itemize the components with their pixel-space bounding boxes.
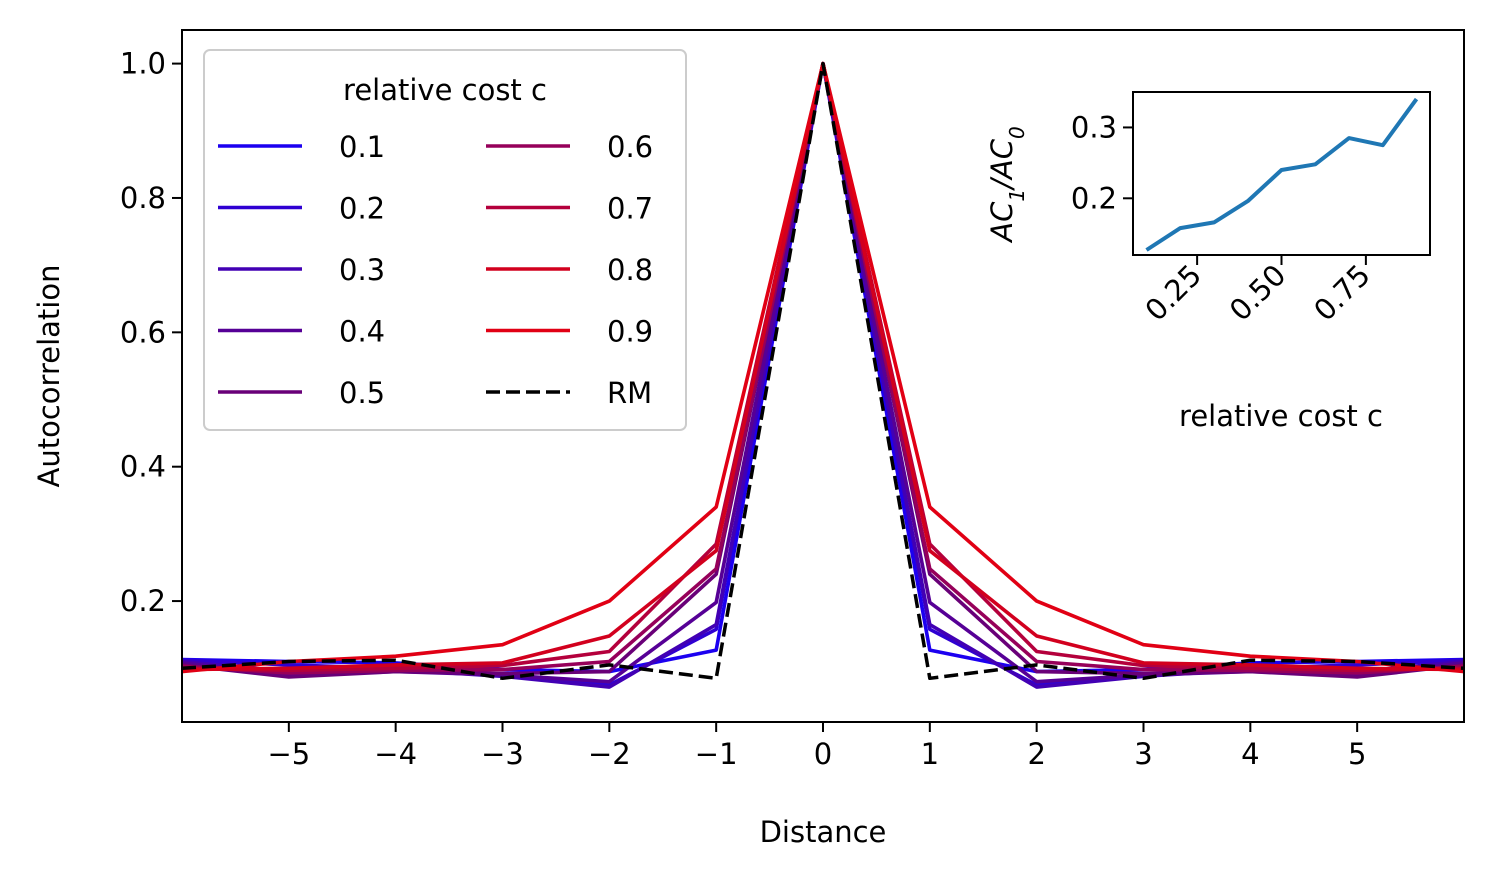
x-tick-label: −2 (588, 737, 631, 771)
x-tick-label: −3 (481, 737, 524, 771)
y-tick-label: 0.6 (120, 315, 166, 349)
x-tick-label: 0 (814, 737, 832, 771)
x-tick-label: −1 (695, 737, 738, 771)
x-tick-label: 2 (1027, 737, 1045, 771)
x-tick-label: 3 (1134, 737, 1152, 771)
main-axes-group: −5 −4 −3 −2 −1 0 1 2 3 4 5 0.2 0.4 0.6 0.8 1.0 (120, 47, 1367, 771)
legend-label: 0.4 (339, 315, 385, 349)
legend-box (203, 49, 687, 431)
main-plot-frame (181, 29, 1465, 723)
inset-y-tick-label: 0.3 (1071, 110, 1117, 144)
inset-x-axis-label: relative cost c (1179, 399, 1383, 433)
x-tick-label: −4 (374, 737, 417, 771)
legend-label: 0.7 (607, 192, 653, 226)
legend: relative cost c 0.1 0.2 0.3 0.4 0.5 0.6 0.7 0.8… (203, 49, 687, 431)
x-tick-label: 5 (1348, 737, 1366, 771)
y-tick-label: 0.8 (120, 181, 166, 215)
y-tick-label: 0.4 (120, 450, 166, 484)
inset-series-group (1145, 97, 1419, 252)
main-series-group (182, 61, 1464, 689)
legend-label: 0.1 (339, 130, 385, 164)
y-tick-label: 1.0 (120, 47, 166, 81)
legend-title: relative cost c (343, 73, 547, 107)
legend-entries: 0.1 0.2 0.3 0.4 0.5 0.6 0.7 0.8 0.9 RM (218, 130, 653, 410)
legend-label: 0.3 (339, 253, 385, 287)
series-line-rm (182, 61, 1464, 681)
main-x-axis-label: Distance (760, 815, 887, 849)
legend-label: 0.8 (607, 253, 653, 287)
inset-chart: 0.25 0.50 0.750.20.3 relative cost c AC1/A… (985, 91, 1431, 433)
legend-label: 0.5 (339, 376, 385, 410)
legend-label: 0.6 (607, 130, 653, 164)
x-tick-label: 4 (1241, 737, 1259, 771)
legend-label: 0.9 (607, 315, 653, 349)
legend-label: 0.2 (339, 192, 385, 226)
inset-series-line (1145, 97, 1419, 252)
legend-label: RM (607, 376, 652, 410)
x-tick-label: 1 (921, 737, 939, 771)
y-tick-label: 0.2 (120, 584, 166, 618)
main-y-axis-label: Autocorrelation (32, 265, 66, 488)
inset-plot-frame (1132, 91, 1431, 256)
x-tick-label: −5 (267, 737, 310, 771)
inset-y-tick-label: 0.2 (1071, 181, 1117, 215)
